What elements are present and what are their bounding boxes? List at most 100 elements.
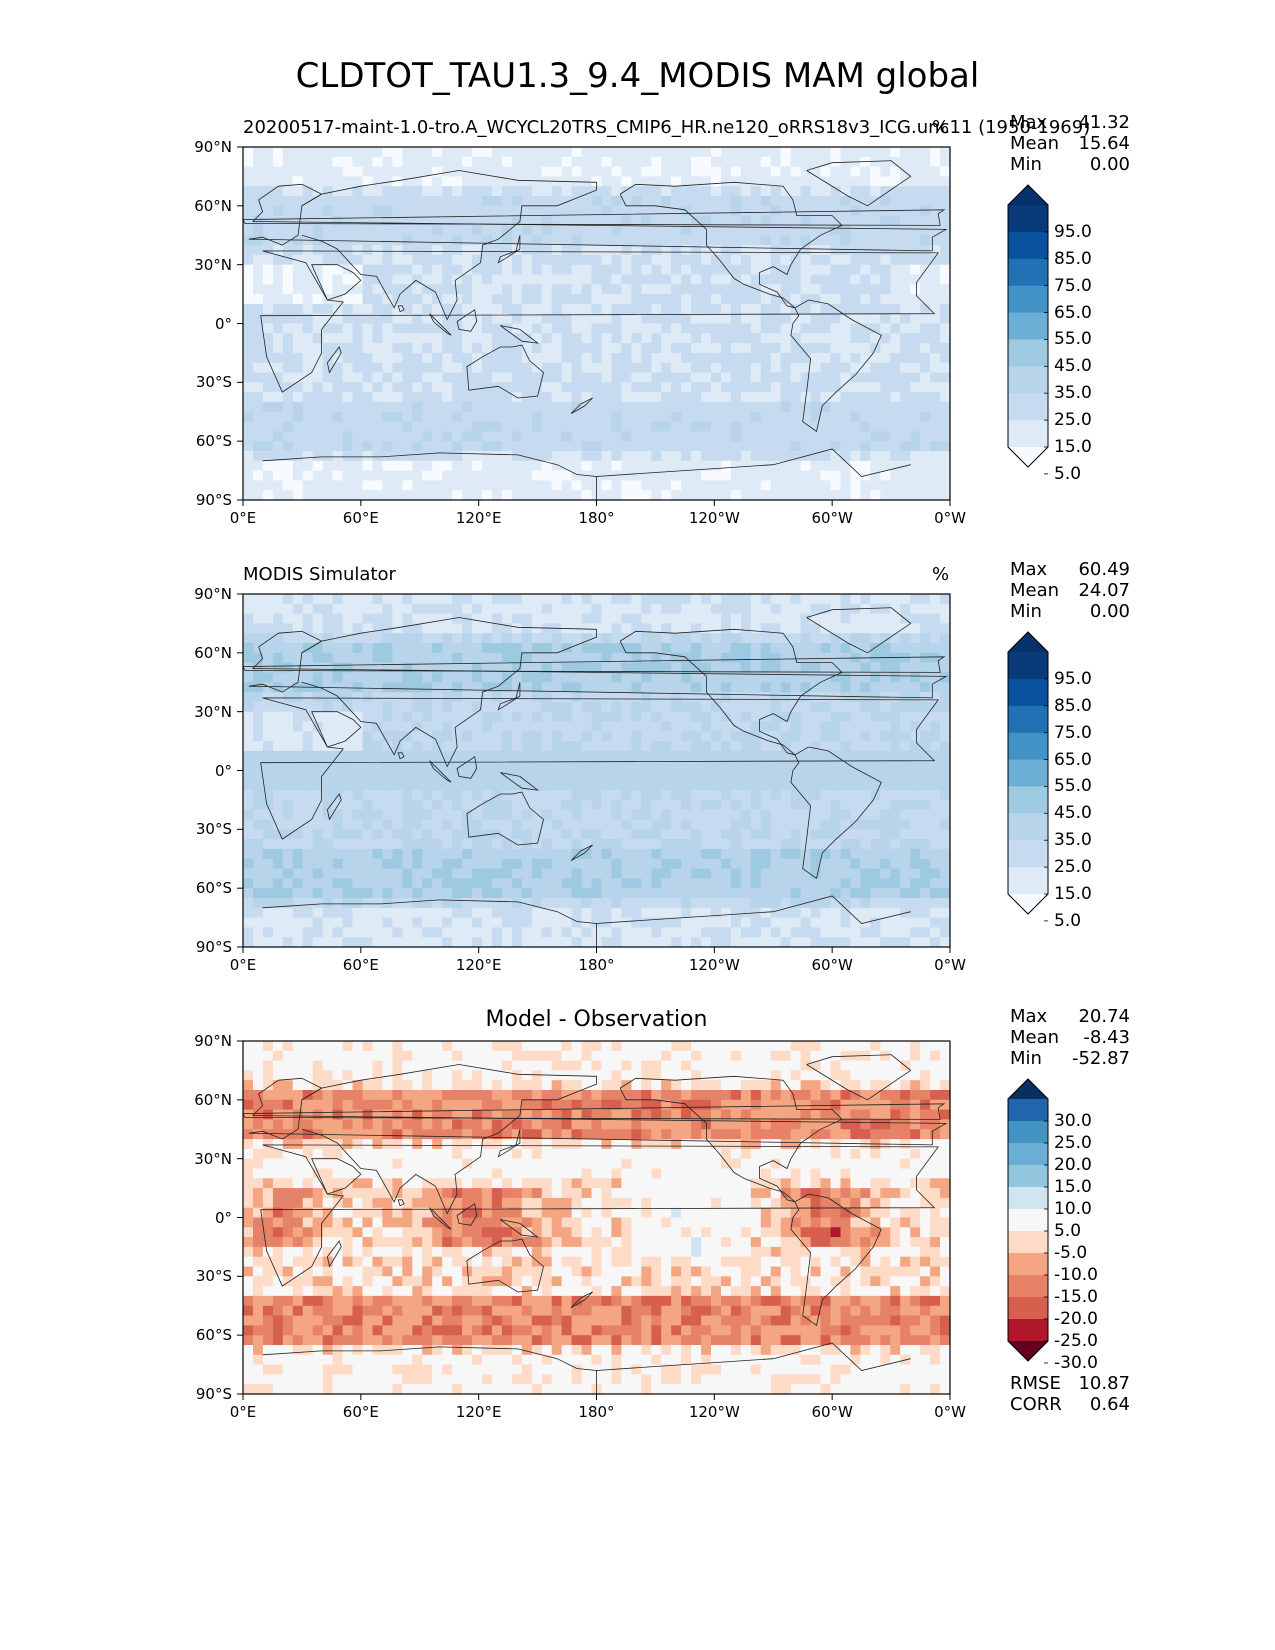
field-cell [701, 372, 712, 383]
field-cell [272, 421, 284, 432]
field-cell [760, 858, 772, 870]
field-cell [890, 451, 901, 462]
field-cell [910, 672, 921, 683]
field-cell [292, 907, 304, 919]
field-cell [631, 372, 642, 383]
field-cell [262, 323, 274, 334]
field-cell [730, 156, 742, 168]
field-cell [402, 294, 413, 305]
field-cell [780, 829, 792, 840]
field-cell [412, 888, 423, 899]
field-cell [372, 490, 384, 501]
field-cell [392, 382, 403, 393]
field-cell [312, 401, 324, 413]
field-cell [830, 186, 842, 197]
field-cell [442, 662, 453, 673]
field-cell [920, 760, 931, 772]
field-cell [472, 392, 483, 403]
field-cell [342, 672, 354, 683]
field-cell [611, 480, 622, 491]
field-cell [322, 215, 334, 226]
field-cell [501, 829, 513, 840]
field-cell [561, 603, 573, 615]
field-cell [900, 264, 911, 276]
field-cell [442, 623, 453, 634]
field-cell [402, 760, 413, 772]
field-cell [760, 819, 772, 830]
field-cell [482, 878, 493, 889]
field-cell [282, 352, 294, 364]
field-cell [442, 166, 453, 177]
field-cell [850, 166, 861, 177]
field-cell [282, 603, 294, 615]
field-cell [272, 613, 284, 624]
field-cell [243, 623, 254, 634]
field-cell [691, 254, 702, 266]
field-cell [322, 264, 334, 276]
field-cell [382, 760, 393, 772]
field-cell [531, 441, 543, 452]
field-cell [840, 741, 852, 752]
field-cell [482, 711, 493, 723]
field-cell [910, 829, 921, 840]
field-cell [402, 799, 413, 811]
field-cell [322, 460, 334, 472]
field-cell [422, 790, 433, 801]
field-cell [721, 303, 732, 315]
field-cell [402, 907, 413, 919]
field-cell [850, 809, 861, 821]
field-cell [272, 166, 284, 177]
field-cell [740, 731, 752, 742]
field-cell [701, 333, 712, 344]
field-cell [531, 372, 543, 383]
field-cell [760, 156, 772, 168]
field-cell [930, 633, 941, 644]
field-cell [721, 333, 732, 344]
field-cell [541, 225, 553, 236]
field-cell [621, 888, 632, 899]
field-cell [501, 323, 513, 334]
field-cell [501, 490, 513, 501]
field-cell [910, 878, 921, 889]
field-cell [392, 392, 403, 403]
field-cell [282, 245, 294, 256]
field-cell [701, 613, 712, 624]
field-cell [780, 205, 792, 217]
field-cell [691, 343, 702, 354]
field-cell [681, 682, 692, 693]
field-cell [302, 868, 314, 879]
field-cell [760, 721, 772, 732]
field-cell [860, 333, 871, 344]
field-cell [591, 868, 603, 879]
field-cell [422, 166, 433, 177]
field-cell [432, 721, 443, 732]
field-cell [531, 431, 543, 442]
field-cell [691, 372, 702, 383]
field-cell [482, 245, 493, 256]
field-cell [900, 254, 911, 266]
field-cell [571, 284, 583, 295]
field-cell [730, 382, 742, 393]
field-cell [691, 421, 702, 432]
field-cell [890, 352, 901, 364]
field-cell [611, 839, 622, 850]
field-cell [262, 421, 274, 432]
field-cell [601, 205, 613, 217]
field-cell [243, 245, 254, 256]
field-cell [631, 441, 642, 452]
field-cell [342, 411, 354, 423]
field-cell [671, 451, 682, 462]
field-cell [701, 858, 712, 870]
field-cell [890, 294, 901, 305]
field-cell [920, 225, 931, 236]
field-cell [352, 643, 364, 654]
field-cell [611, 878, 622, 889]
field-cell [740, 274, 752, 285]
field-cell [272, 470, 284, 481]
field-cell [890, 741, 901, 752]
field-cell [810, 441, 822, 452]
field-cell [770, 245, 782, 256]
field-cell [740, 451, 752, 462]
field-cell [551, 196, 563, 207]
field-cell [531, 858, 543, 870]
